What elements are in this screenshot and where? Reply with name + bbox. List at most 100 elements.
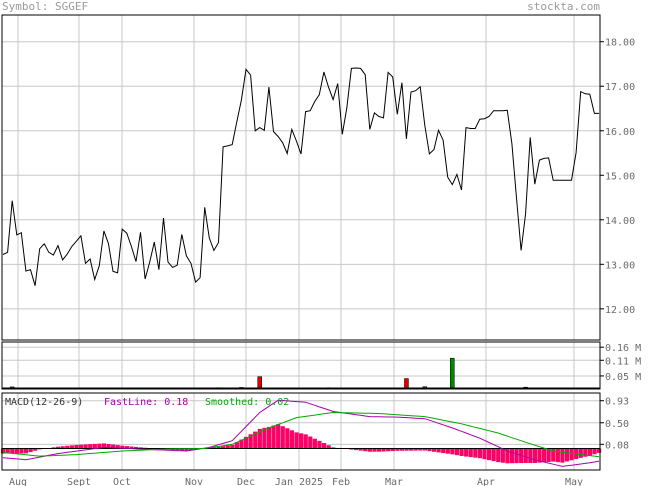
- volume-frame: [1, 341, 601, 390]
- macd-histogram-bar: [555, 448, 560, 463]
- macd-histogram-bar: [225, 445, 230, 449]
- macd-histogram-bar: [473, 448, 478, 458]
- macd-histogram-bar: [188, 448, 194, 451]
- macd-histogram-bar: [138, 447, 143, 449]
- symbol-label: Symbol: SGGEF: [2, 0, 89, 13]
- macd-histogram-bar: [28, 448, 33, 453]
- macd-histogram-bar: [92, 443, 97, 449]
- macd-histogram-bar: [303, 434, 308, 449]
- macd-tick-label: 0.93: [605, 397, 629, 408]
- macd-histogram-bar: [239, 439, 244, 449]
- x-tick-label: Nov: [185, 477, 203, 486]
- macd-histogram-bar: [441, 448, 446, 454]
- macd-histogram-bar: [120, 445, 125, 449]
- macd-histogram-bar: [230, 444, 235, 449]
- macd-histogram-bar: [445, 448, 450, 454]
- macd-histogram-bar: [491, 448, 496, 462]
- macd-histogram-bar: [505, 448, 510, 464]
- macd-histogram-bar: [253, 431, 258, 449]
- volume-tick-label: 0.16 M: [605, 343, 641, 354]
- macd-histogram-bar: [101, 443, 107, 449]
- macd-histogram-bar: [106, 443, 111, 449]
- macd-histogram-bar: [83, 444, 88, 449]
- macd-histogram-bar: [312, 438, 317, 449]
- macd-smoothed-label: Smoothed: 0.02: [205, 397, 289, 408]
- price-line: [2, 67, 599, 286]
- macd-histogram-bar: [354, 448, 359, 451]
- macd-histogram-bar: [431, 448, 437, 452]
- macd-histogram-bar: [376, 448, 382, 452]
- macd-histogram-bar: [124, 446, 129, 449]
- macd-histogram-bar: [285, 428, 290, 449]
- price-tick-label: 15.00: [605, 171, 635, 182]
- macd-histogram-bar: [427, 448, 432, 452]
- macd-border: [1, 392, 601, 471]
- macd-tick-label: 0.50: [605, 419, 629, 430]
- macd-fastline-label: FastLine: 0.18: [104, 397, 188, 408]
- macd-histogram-bar: [317, 440, 322, 449]
- macd-histogram-bar: [541, 448, 547, 463]
- price-tick-label: 17.00: [605, 82, 635, 93]
- macd-histogram-bar: [111, 444, 116, 449]
- macd-histogram-bar: [289, 430, 295, 449]
- macd-histogram-bar: [1, 448, 6, 454]
- macd-histogram-bar: [294, 432, 299, 449]
- price-tick-label: 12.00: [605, 305, 635, 316]
- macd-histogram-bar: [308, 436, 313, 449]
- macd-smoothed-line: [2, 411, 600, 458]
- macd-histogram-bar: [184, 448, 189, 451]
- macd-histogram-bar: [592, 448, 597, 455]
- macd-histogram-bar: [418, 448, 423, 451]
- macd-histogram-bar: [65, 445, 70, 449]
- macd-histogram-bar: [19, 448, 24, 454]
- macd-histogram-bar: [372, 448, 377, 452]
- macd-histogram-bar: [486, 448, 492, 461]
- macd-histogram-bar: [51, 447, 56, 449]
- x-tick-label: Aug: [9, 477, 27, 486]
- macd-histogram-bar: [587, 448, 593, 456]
- macd-histogram-bar: [326, 445, 331, 449]
- macd-histogram-bar: [390, 448, 395, 452]
- macd-histogram-bar: [523, 448, 528, 463]
- macd-histogram-bar: [243, 436, 249, 449]
- macd-histogram-bar: [56, 446, 61, 449]
- macd-histogram-bar: [331, 447, 336, 449]
- volume-tick-label: 0.05 M: [605, 372, 641, 383]
- x-tick-label: Dec: [237, 477, 255, 486]
- macd-histogram-bar: [509, 448, 515, 464]
- macd-histogram-bar: [221, 446, 226, 449]
- macd-histogram-bar: [597, 448, 602, 453]
- x-tick-label: Feb: [332, 477, 350, 486]
- macd-histogram-bar: [175, 448, 180, 451]
- macd-title: MACD(12-26-9): [5, 397, 83, 408]
- macd-histogram-bar: [97, 443, 102, 449]
- macd-histogram-bar: [23, 448, 29, 454]
- macd-histogram-bar: [578, 448, 583, 458]
- macd-histogram-bar: [496, 448, 501, 463]
- macd-histogram-bar: [33, 448, 38, 451]
- volume-bar: [404, 378, 409, 390]
- volume-border: [1, 341, 601, 390]
- volume-panel: 0.16 M 0.11 M 0.05 M: [1, 341, 641, 390]
- macd-histogram-bar: [129, 446, 134, 449]
- x-tick-label: Mar: [385, 477, 403, 486]
- x-tick-label: Oct: [113, 477, 131, 486]
- macd-histogram-bar: [10, 448, 15, 454]
- macd-histogram-bar: [399, 448, 405, 451]
- macd-histogram-bar: [381, 448, 386, 452]
- macd-histogram-bar: [583, 448, 588, 457]
- macd-histogram-bar: [409, 448, 414, 451]
- macd-histogram-bar: [532, 448, 538, 463]
- macd-histogram-bar: [569, 448, 574, 461]
- macd-histogram-bar: [5, 448, 10, 454]
- macd-histogram-bar: [482, 448, 487, 460]
- macd-histogram-bar: [115, 445, 120, 449]
- macd-histogram-bar: [514, 448, 519, 464]
- macd-histogram-bar: [271, 425, 276, 449]
- price-tick-label: 18.00: [605, 38, 635, 49]
- macd-histogram-bar: [88, 444, 93, 449]
- macd-histogram-bar: [551, 448, 556, 462]
- x-tick-label: Sept: [67, 477, 91, 486]
- macd-histogram-bar: [349, 448, 354, 450]
